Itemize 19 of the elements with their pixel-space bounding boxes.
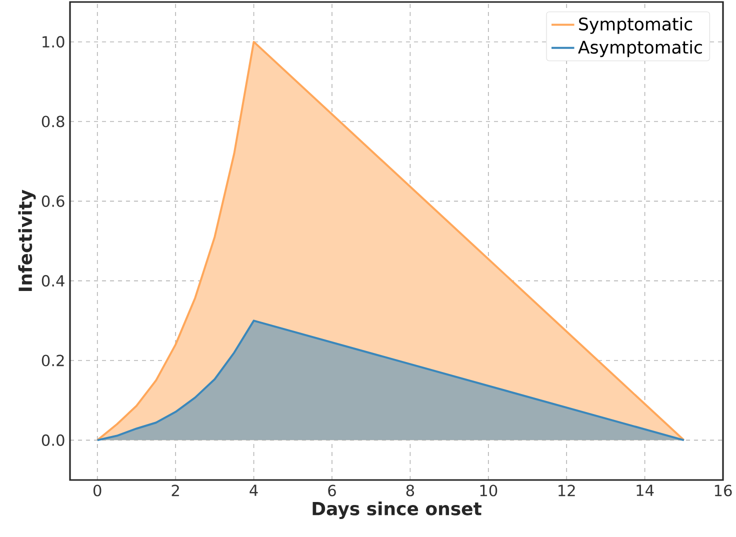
- x-tick-label: 14: [636, 484, 654, 496]
- y-axis-title: Infectivity: [18, 190, 36, 291]
- x-tick-label: 10: [480, 484, 498, 496]
- x-tick-label: 4: [250, 484, 258, 496]
- x-tick-label: 6: [328, 484, 336, 496]
- y-tick-label: 0.0: [42, 434, 64, 446]
- x-tick-label: 8: [406, 484, 414, 496]
- x-axis-title: Days since onset: [312, 501, 482, 520]
- y-tick-label: 1.0: [42, 36, 64, 48]
- legend-label: Asymptomatic: [578, 40, 702, 58]
- x-tick-label: 2: [172, 484, 179, 496]
- legend-label: Symptomatic: [579, 17, 692, 34]
- x-tick-label: 12: [558, 484, 575, 496]
- x-tick-label: 0: [94, 484, 102, 496]
- y-tick-label: 0.4: [42, 275, 64, 287]
- y-tick-label: 0.6: [42, 195, 64, 207]
- y-tick-label: 0.8: [42, 116, 64, 128]
- y-tick-label: 0.2: [42, 354, 64, 366]
- x-tick-label: 16: [714, 484, 732, 496]
